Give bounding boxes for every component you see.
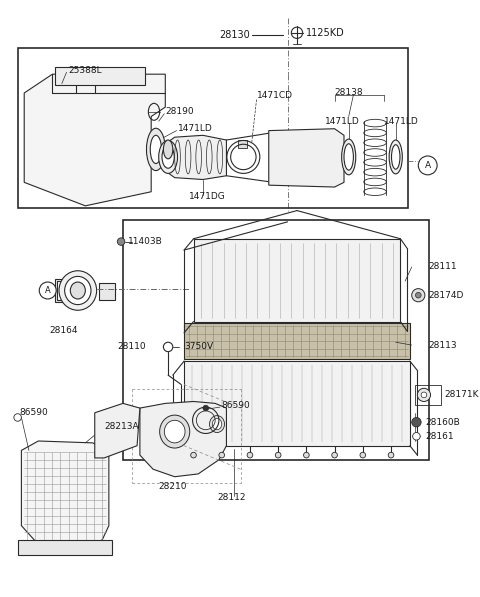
Text: 25388L: 25388L <box>69 66 102 75</box>
Text: 28130: 28130 <box>219 30 250 39</box>
Ellipse shape <box>163 140 173 159</box>
Circle shape <box>418 388 431 402</box>
Bar <box>55 279 76 302</box>
Ellipse shape <box>332 453 337 458</box>
Text: 28138: 28138 <box>335 88 363 97</box>
Polygon shape <box>22 441 109 549</box>
Text: 28210: 28210 <box>158 482 187 491</box>
Ellipse shape <box>162 146 174 168</box>
Polygon shape <box>24 74 165 206</box>
Ellipse shape <box>164 420 185 443</box>
Bar <box>193 239 400 322</box>
Circle shape <box>416 293 421 298</box>
Text: 28161: 28161 <box>426 432 455 441</box>
Text: 28164: 28164 <box>49 325 78 334</box>
Bar <box>57 281 74 300</box>
Text: 86590: 86590 <box>222 401 251 410</box>
Circle shape <box>14 414 22 421</box>
Text: 1125KD: 1125KD <box>306 28 345 38</box>
Text: A: A <box>45 286 50 295</box>
Text: 11403B: 11403B <box>128 237 162 246</box>
Ellipse shape <box>150 136 162 164</box>
Ellipse shape <box>191 453 196 458</box>
Polygon shape <box>269 129 344 187</box>
Circle shape <box>117 238 125 245</box>
Ellipse shape <box>59 271 96 310</box>
Ellipse shape <box>276 453 281 458</box>
Text: 3750V: 3750V <box>184 343 213 352</box>
Circle shape <box>413 433 420 440</box>
Circle shape <box>39 282 56 299</box>
Bar <box>55 67 144 85</box>
Ellipse shape <box>160 415 190 448</box>
Ellipse shape <box>146 128 165 171</box>
Ellipse shape <box>65 276 91 304</box>
Text: 28110: 28110 <box>118 343 146 352</box>
Text: 28213A: 28213A <box>104 423 139 432</box>
Text: 28171K: 28171K <box>444 390 479 399</box>
Ellipse shape <box>212 418 222 430</box>
Polygon shape <box>95 404 140 458</box>
Bar <box>123 220 429 460</box>
Circle shape <box>412 288 425 302</box>
Text: 1471DG: 1471DG <box>189 192 226 201</box>
Text: 1471LD: 1471LD <box>384 116 419 126</box>
Text: 1471LD: 1471LD <box>178 124 212 133</box>
Bar <box>18 540 112 555</box>
Ellipse shape <box>159 140 178 173</box>
Text: 28160B: 28160B <box>426 418 461 427</box>
Ellipse shape <box>303 453 309 458</box>
Circle shape <box>421 392 427 398</box>
Text: 28113: 28113 <box>429 340 457 350</box>
Polygon shape <box>168 136 227 180</box>
Bar <box>98 283 116 300</box>
Ellipse shape <box>392 144 400 169</box>
Circle shape <box>412 417 421 427</box>
Text: 1471CD: 1471CD <box>256 91 292 100</box>
Text: 28174D: 28174D <box>429 291 464 300</box>
Circle shape <box>163 342 173 352</box>
Ellipse shape <box>389 140 402 174</box>
Ellipse shape <box>360 453 366 458</box>
Ellipse shape <box>342 139 356 175</box>
Circle shape <box>418 156 437 175</box>
Bar <box>415 384 441 405</box>
Bar <box>238 140 247 147</box>
Circle shape <box>203 405 208 411</box>
Ellipse shape <box>388 453 394 458</box>
Text: 28111: 28111 <box>429 263 457 272</box>
Bar <box>184 324 410 359</box>
Ellipse shape <box>209 416 225 433</box>
Bar <box>18 48 408 208</box>
Text: 1471LD: 1471LD <box>325 116 360 126</box>
Ellipse shape <box>247 453 253 458</box>
Text: 28112: 28112 <box>217 493 246 502</box>
Text: A: A <box>425 161 431 170</box>
Ellipse shape <box>70 282 85 299</box>
Text: 28190: 28190 <box>165 107 194 116</box>
Text: 86590: 86590 <box>20 408 48 417</box>
Polygon shape <box>140 402 227 477</box>
Ellipse shape <box>344 144 353 170</box>
Ellipse shape <box>219 453 225 458</box>
Bar <box>184 361 410 446</box>
